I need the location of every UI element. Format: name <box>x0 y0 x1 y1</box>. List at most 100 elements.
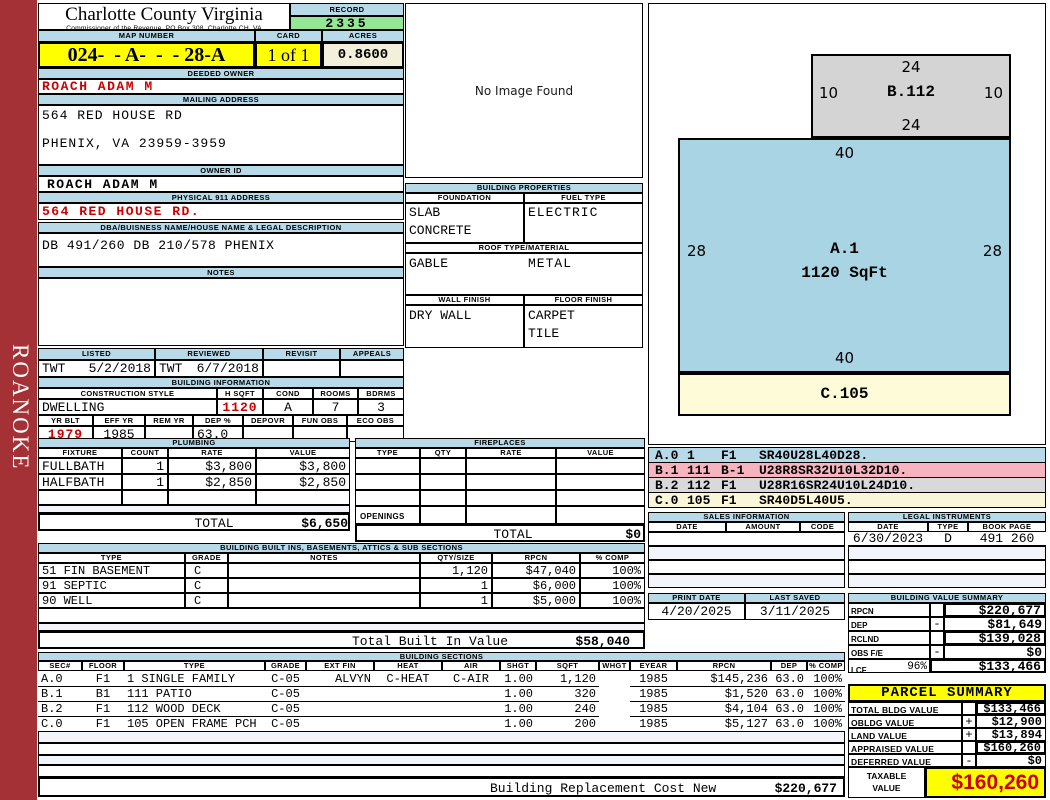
map-number-value: 024- - A- - - 28-A <box>38 42 255 68</box>
section-sqft: 1,120 <box>559 671 596 686</box>
sketch-a-label: A.1 <box>830 240 859 258</box>
rcn-value: $220,677 <box>774 781 837 796</box>
last-saved-value: 3/11/2025 <box>745 603 845 620</box>
depovr-header: DEPOVR <box>243 415 293 426</box>
parcel-label: DEFERRED VALUE <box>848 754 962 767</box>
sections-col-eyear: EYEAR <box>630 661 677 671</box>
built-in-rpcn: $5,000 <box>492 593 580 608</box>
floor-finish-value-2: TILE <box>528 326 560 341</box>
section-sqft: 200 <box>536 716 599 731</box>
section-grade: C-05 <box>271 671 300 686</box>
plumbing-empty-row <box>168 490 256 505</box>
plumbing-col-rate: RATE <box>168 448 256 458</box>
sketch-b-dim-bottom: 24 <box>901 116 921 134</box>
plumbing-total-label: TOTAL <box>194 515 234 531</box>
remyr-header: REM YR <box>145 415 193 426</box>
sketch-section-b: 24 10 B.112 10 24 <box>811 54 1011 138</box>
vs-label-text: RPCN <box>851 607 874 616</box>
rooms-value: 7 <box>313 399 358 415</box>
parcel-value: $160,260 <box>976 741 1046 755</box>
section-rpcn: $5,127 <box>677 716 771 731</box>
sections-col-dep: DEP <box>771 661 807 671</box>
fireplaces-empty-row <box>556 458 645 474</box>
vector-sec: C.0 <box>655 492 679 508</box>
fireplaces-col-value: VALUE <box>556 448 645 458</box>
section-sec: B.2 <box>38 701 82 716</box>
plumbing-row-fixture: FULLBATH <box>38 458 122 474</box>
sections-empty-row <box>38 743 845 755</box>
built-in-qty: 1,120 <box>420 563 492 578</box>
plumbing-row-count: 1 <box>122 474 168 490</box>
plumbing-row-count: 1 <box>122 458 168 474</box>
plumbing-row-rate: $2,850 <box>168 474 256 490</box>
section-rpcn: $4,104 <box>677 701 771 716</box>
section-grade: C-05 <box>265 686 306 701</box>
sales-col-date: DATE <box>648 522 726 532</box>
acres-value: 0.8600 <box>322 42 404 68</box>
section-spacer <box>306 701 500 716</box>
fireplaces-empty-row <box>355 490 420 506</box>
vs-sign: - <box>930 617 944 631</box>
sales-empty-row <box>648 574 845 588</box>
sections-empty-row <box>38 731 845 743</box>
section-rpcn: $1,520 <box>677 686 771 701</box>
sections-col-shgt: SHGT <box>500 661 536 671</box>
fireplaces-empty-row <box>420 474 466 490</box>
fireplaces-openings-empty <box>466 506 556 524</box>
fireplaces-empty-row <box>420 490 466 506</box>
built-in-comp: 100% <box>580 578 645 593</box>
fireplaces-total-value: $0 <box>625 526 641 542</box>
plumbing-col-value: VALUE <box>256 448 350 458</box>
section-comp: 100% <box>807 686 845 701</box>
built-in-grade: C <box>185 563 228 578</box>
section-comp: 100% <box>813 671 842 686</box>
vector-sec: B.2 <box>655 477 679 493</box>
built-ins-col-qty: QTY/SIZE <box>420 553 492 563</box>
built-in-notes <box>228 563 420 578</box>
parcel-value: $13,894 <box>976 728 1046 742</box>
fireplaces-empty-row <box>556 490 645 506</box>
openings-label: OPENINGS <box>360 512 405 521</box>
parcel-sign <box>962 741 976 754</box>
sections-empty-row <box>38 755 845 765</box>
vs-sign <box>930 631 944 645</box>
sections-col-whgt: WHGT <box>599 661 630 671</box>
vs-lcf-pct: 96% <box>907 661 927 673</box>
fireplaces-empty-row <box>420 458 466 474</box>
floor-finish-box: CARPET TILE <box>524 305 643 348</box>
foundation-box: SLAB CONCRETE <box>405 203 524 243</box>
fireplaces-openings-empty <box>556 506 645 524</box>
building-info-header: BUILDING INFORMATION <box>38 377 404 388</box>
sketch-b-label: B.112 <box>886 83 935 101</box>
record-header: RECORD <box>290 3 404 16</box>
sketch-b-dim-left: 10 <box>819 84 839 102</box>
section-eyear: 1985 <box>630 686 677 701</box>
mailing-address-box: 564 RED HOUSE RD PHENIX, VA 23959-3959 <box>38 105 404 165</box>
sections-col-floor: FLOOR <box>82 661 124 671</box>
vs-label: RPCN <box>848 603 930 617</box>
construction-style-value: DWELLING <box>38 399 217 415</box>
sketch-b-dim-top: 24 <box>901 58 921 76</box>
legal-col-book: BOOK PAGE <box>968 522 1046 532</box>
sketch-panel: 24 10 B.112 10 24 40 28 A.1 1120 SqFt 28… <box>648 3 1046 445</box>
section-dep: 63.0 <box>771 686 807 701</box>
map-number-header: MAP NUMBER <box>38 30 255 42</box>
fireplaces-empty-row <box>556 474 645 490</box>
deeded-owner-header: DEEDED OWNER <box>38 68 404 79</box>
listed-value: TWT 5/2/2018 <box>38 360 155 377</box>
physical-address-header: PHYSICAL 911 ADDRESS <box>38 192 404 203</box>
section-sec: B.1 <box>38 686 82 701</box>
vector-row: B.1 111 B-1 U28R8SR32U10L32D10. <box>648 462 1046 478</box>
wall-finish-box: DRY WALL <box>405 305 524 348</box>
section-ext: ALVYN <box>334 671 371 686</box>
foundation-value-1: SLAB <box>409 205 441 220</box>
physical-address-value: 564 RED HOUSE RD. <box>38 203 404 220</box>
fuel-type-value: ELECTRIC <box>528 205 599 220</box>
section-type: 1 SINGLE FAMILY <box>127 671 236 686</box>
sections-col-sec: SEC# <box>38 661 82 671</box>
section-grade: C-05 <box>265 716 306 731</box>
plumbing-col-fixture: FIXTURE <box>38 448 122 458</box>
cond-header: COND <box>263 388 313 399</box>
built-ins-empty-row <box>38 608 645 623</box>
built-ins-col-comp: % COMP <box>580 553 645 563</box>
